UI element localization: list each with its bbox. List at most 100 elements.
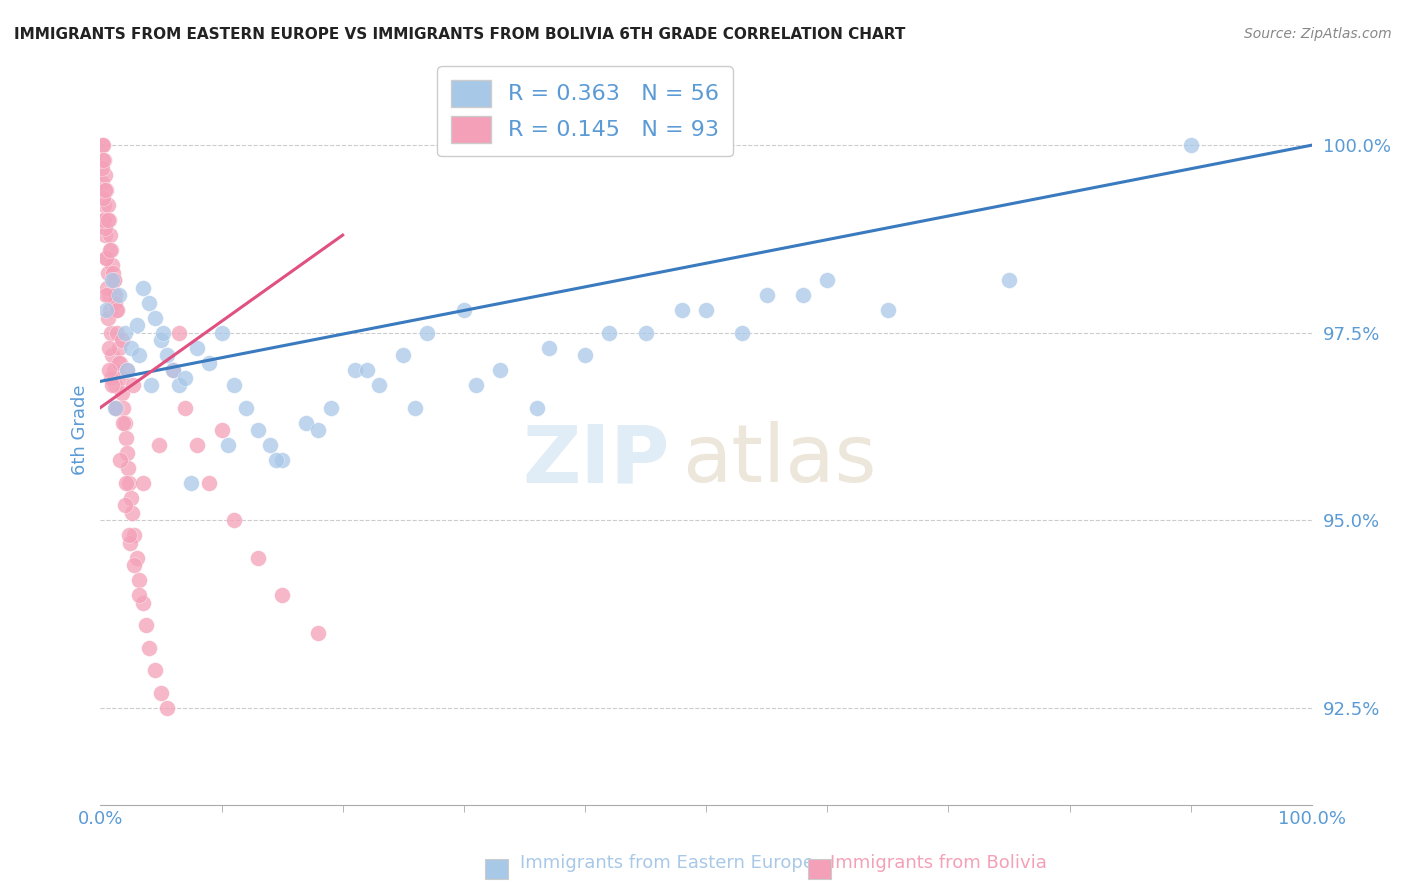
Point — [152, 326, 174, 340]
Point — [235, 401, 257, 415]
Point — [105, 303, 128, 318]
Point — [103, 273, 125, 287]
Point — [124, 528, 146, 542]
Point — [91, 161, 114, 175]
Point — [149, 333, 172, 347]
Point — [98, 341, 121, 355]
Point — [96, 251, 118, 265]
Point — [101, 258, 124, 272]
Point — [115, 363, 138, 377]
Point — [1180, 138, 1202, 153]
Point — [107, 288, 129, 302]
Legend: R = 0.363   N = 56, R = 0.145   N = 93: R = 0.363 N = 56, R = 0.145 N = 93 — [437, 66, 733, 156]
Point — [128, 588, 150, 602]
Point — [108, 356, 131, 370]
Point — [876, 303, 898, 318]
Point — [115, 445, 138, 459]
Point — [120, 341, 142, 355]
Point — [118, 475, 141, 490]
Point — [246, 423, 269, 437]
Point — [98, 243, 121, 257]
Point — [180, 475, 202, 490]
Point — [132, 280, 155, 294]
Point — [97, 310, 120, 325]
Point — [97, 363, 120, 377]
Point — [138, 640, 160, 655]
Point — [143, 310, 166, 325]
Text: Immigrants from Eastern Europe: Immigrants from Eastern Europe — [520, 855, 814, 872]
Point — [128, 348, 150, 362]
Point — [122, 378, 145, 392]
Point — [671, 303, 693, 318]
Point — [105, 401, 128, 415]
Point — [91, 153, 114, 168]
Point — [222, 513, 245, 527]
Point — [162, 363, 184, 377]
Point — [464, 378, 486, 392]
Point — [695, 303, 717, 318]
Point — [97, 288, 120, 302]
Point — [96, 183, 118, 197]
Point — [141, 378, 163, 392]
Point — [598, 326, 620, 340]
Point — [98, 303, 121, 318]
Point — [271, 453, 294, 467]
Point — [453, 303, 475, 318]
Point — [167, 378, 190, 392]
Point — [96, 303, 118, 318]
Point — [186, 438, 208, 452]
Point — [156, 700, 179, 714]
Point — [246, 550, 269, 565]
Point — [101, 266, 124, 280]
Point — [156, 348, 179, 362]
Point — [108, 453, 131, 467]
Point — [489, 363, 512, 377]
Point — [107, 341, 129, 355]
Point — [110, 370, 132, 384]
Point — [112, 401, 135, 415]
Point — [121, 506, 143, 520]
Point — [174, 401, 197, 415]
Point — [792, 288, 814, 302]
Point — [97, 198, 120, 212]
Point — [101, 348, 124, 362]
Point — [162, 363, 184, 377]
Point — [93, 220, 115, 235]
Point — [143, 663, 166, 677]
Point — [105, 303, 128, 318]
Point — [93, 198, 115, 212]
Point — [128, 573, 150, 587]
Point — [998, 273, 1021, 287]
Point — [104, 378, 127, 392]
Point — [100, 326, 122, 340]
Point — [125, 318, 148, 332]
Point — [368, 378, 391, 392]
Point — [117, 460, 139, 475]
Point — [91, 138, 114, 153]
Point — [124, 558, 146, 573]
Point — [186, 341, 208, 355]
Point — [94, 251, 117, 265]
Point — [815, 273, 838, 287]
Point — [115, 475, 138, 490]
Point — [264, 453, 287, 467]
Point — [96, 288, 118, 302]
Point — [94, 228, 117, 243]
Point — [537, 341, 560, 355]
Point — [105, 326, 128, 340]
Point — [259, 438, 281, 452]
Point — [755, 288, 778, 302]
Point — [356, 363, 378, 377]
Point — [149, 685, 172, 699]
Point — [198, 356, 221, 370]
Point — [100, 243, 122, 257]
Y-axis label: 6th Grade: 6th Grade — [72, 384, 89, 475]
Point — [103, 273, 125, 287]
Text: ZIP: ZIP — [523, 421, 669, 500]
Point — [90, 138, 112, 153]
Point — [105, 401, 128, 415]
Text: IMMIGRANTS FROM EASTERN EUROPE VS IMMIGRANTS FROM BOLIVIA 6TH GRADE CORRELATION : IMMIGRANTS FROM EASTERN EUROPE VS IMMIGR… — [14, 27, 905, 42]
Point — [100, 370, 122, 384]
Point — [634, 326, 657, 340]
Point — [295, 416, 318, 430]
